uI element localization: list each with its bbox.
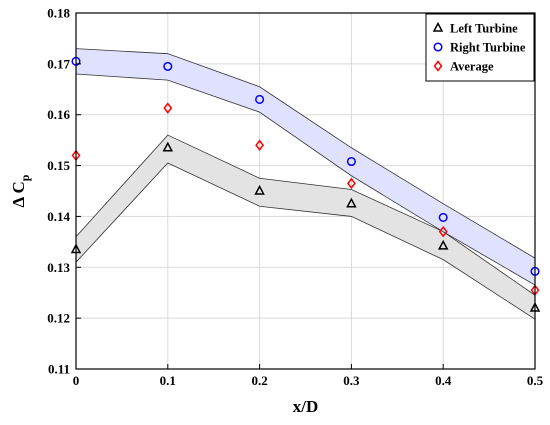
x-tick-label: 0.2 — [251, 373, 267, 388]
left-turbine-point — [437, 239, 449, 250]
right-turbine-band — [76, 48, 535, 286]
left-turbine-point — [346, 197, 357, 208]
average-point — [438, 225, 448, 238]
y-tick-label: 0.13 — [47, 260, 70, 275]
y-tick-label: 0.12 — [47, 311, 70, 326]
legend-marker-right-turbine — [433, 42, 443, 52]
y-tick-label: 0.17 — [47, 56, 70, 71]
y-tick-label: 0.11 — [48, 362, 70, 377]
right-turbine-band-upper-edge — [75, 48, 536, 259]
legend: Left Turbine Right Turbine Average — [425, 13, 535, 82]
y-tick-label: 0.15 — [47, 158, 70, 173]
y-axis-label-main: Δ C — [9, 181, 28, 207]
legend-label-average: Average — [450, 60, 494, 74]
y-axis-label-subscript: p — [18, 174, 32, 181]
x-tick-label: 0.4 — [435, 373, 452, 388]
left-turbine-point — [162, 141, 174, 152]
left-turbine-band-lower-edge — [75, 162, 536, 320]
legend-marker-left-turbine — [432, 21, 444, 32]
axis-ticks: 0 0.1 0.2 0.3 0.4 0.5 0.11 0.12 0.13 0.14 0.15 0.16… — [47, 6, 543, 389]
y-tick-label: 0.14 — [47, 209, 70, 224]
average-point — [255, 139, 265, 151]
legend-label-right-turbine: Right Turbine — [450, 41, 526, 55]
svg-text:Δ Cp: Δ Cp — [9, 174, 32, 207]
left-turbine-point — [254, 184, 265, 195]
x-tick-label: 0.5 — [527, 373, 544, 388]
legend-box — [425, 13, 535, 82]
right-turbine-point — [163, 61, 173, 71]
y-tick-label: 0.18 — [47, 6, 70, 21]
confidence-bands — [75, 48, 536, 320]
y-tick-label: 0.16 — [47, 107, 70, 122]
legend-marker-average — [433, 60, 443, 72]
legend-label-left-turbine: Left Turbine — [450, 22, 518, 36]
plot-frame — [75, 12, 536, 370]
average-point — [346, 177, 356, 190]
right-turbine-point — [438, 212, 448, 222]
x-axis-label: x/D — [293, 397, 319, 416]
x-tick-label: 0 — [73, 373, 80, 388]
average-point — [163, 102, 173, 114]
x-tick-label: 0.3 — [343, 373, 360, 388]
x-tick-label: 0.1 — [160, 373, 176, 388]
right-turbine-band-lower-edge — [75, 73, 536, 286]
right-turbine-point — [346, 156, 356, 167]
left-turbine-band-upper-edge — [75, 134, 536, 296]
y-axis-label: Δ Cp — [9, 174, 32, 207]
right-turbine-point — [255, 94, 265, 105]
